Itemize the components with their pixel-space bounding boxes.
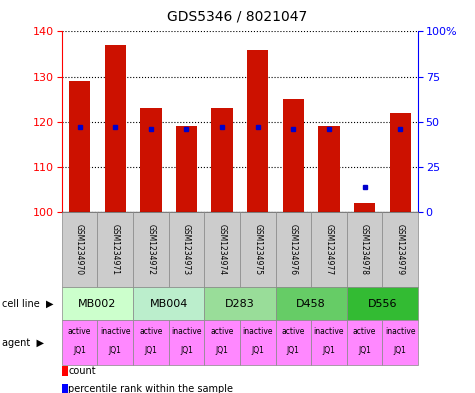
Text: JQ1: JQ1 (216, 346, 228, 355)
Text: JQ1: JQ1 (323, 346, 335, 355)
Text: JQ1: JQ1 (287, 346, 300, 355)
Text: inactive: inactive (314, 327, 344, 336)
Text: active: active (210, 327, 234, 336)
Text: GSM1234971: GSM1234971 (111, 224, 120, 275)
Text: inactive: inactive (100, 327, 131, 336)
Text: GSM1234972: GSM1234972 (146, 224, 155, 275)
Text: inactive: inactive (171, 327, 202, 336)
Text: GSM1234978: GSM1234978 (360, 224, 369, 275)
Text: GSM1234973: GSM1234973 (182, 224, 191, 275)
Text: GSM1234974: GSM1234974 (218, 224, 227, 275)
Text: MB002: MB002 (78, 299, 116, 309)
Text: JQ1: JQ1 (144, 346, 157, 355)
Text: JQ1: JQ1 (358, 346, 371, 355)
Text: agent  ▶: agent ▶ (2, 338, 44, 348)
Text: MB004: MB004 (150, 299, 188, 309)
Text: GSM1234977: GSM1234977 (324, 224, 333, 275)
Text: active: active (139, 327, 162, 336)
Text: JQ1: JQ1 (251, 346, 264, 355)
Text: JQ1: JQ1 (73, 346, 86, 355)
Bar (211, 108, 233, 212)
Bar (390, 113, 411, 212)
Text: percentile rank within the sample: percentile rank within the sample (68, 384, 233, 393)
Text: count: count (68, 366, 96, 376)
Text: active: active (353, 327, 376, 336)
Bar (104, 45, 126, 212)
Text: GDS5346 / 8021047: GDS5346 / 8021047 (167, 10, 308, 24)
Text: JQ1: JQ1 (394, 346, 407, 355)
Text: JQ1: JQ1 (180, 346, 193, 355)
Text: D556: D556 (368, 299, 397, 309)
Text: inactive: inactive (385, 327, 416, 336)
Text: GSM1234975: GSM1234975 (253, 224, 262, 275)
Bar (247, 50, 268, 212)
Bar (354, 203, 375, 212)
Bar (176, 126, 197, 212)
Text: GSM1234979: GSM1234979 (396, 224, 405, 275)
Text: active: active (282, 327, 305, 336)
Text: D458: D458 (296, 299, 326, 309)
Bar (69, 81, 90, 212)
Bar (318, 126, 340, 212)
Bar (283, 99, 304, 212)
Text: cell line  ▶: cell line ▶ (2, 299, 54, 309)
Text: D283: D283 (225, 299, 255, 309)
Text: GSM1234976: GSM1234976 (289, 224, 298, 275)
Text: inactive: inactive (242, 327, 273, 336)
Text: JQ1: JQ1 (109, 346, 122, 355)
Bar (140, 108, 162, 212)
Text: GSM1234970: GSM1234970 (75, 224, 84, 275)
Text: active: active (68, 327, 91, 336)
